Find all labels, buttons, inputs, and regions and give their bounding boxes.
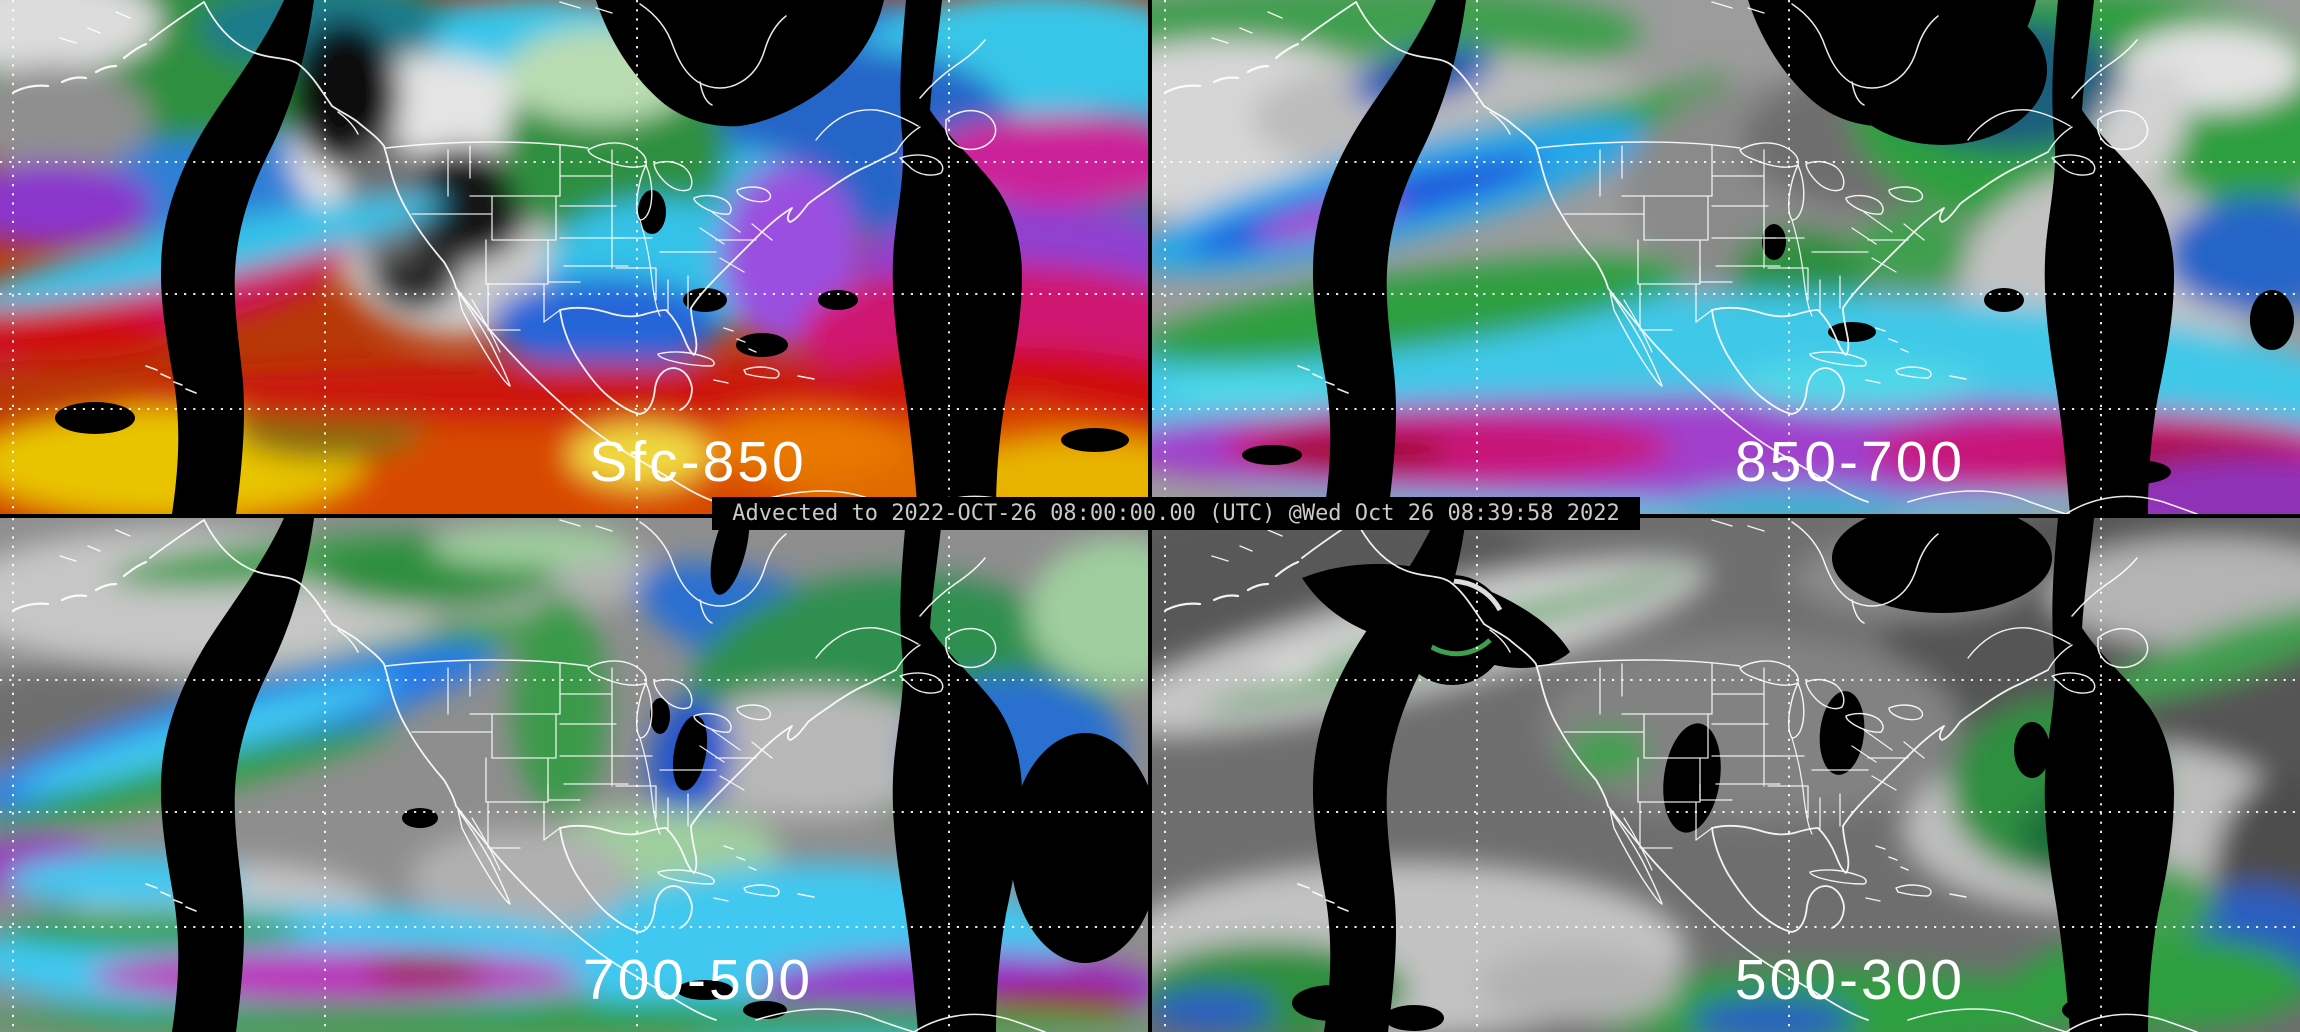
layer-label-850-700: 850-700 [1734,430,1966,494]
no-data-swaths [160,518,1148,1032]
panel-850-700: 850-700 [1152,0,2300,514]
moisture-field-850-700 [1152,0,2300,514]
layer-label-500-300: 500-300 [1734,948,1966,1012]
panel-700-500: 700-500 [0,518,1148,1032]
moisture-field-500-300 [1152,518,2300,1032]
no-data-swaths [1242,0,2294,514]
moisture-field-700-500 [0,518,1148,1032]
layer-label-700-500: 700-500 [582,948,814,1012]
advection-timestamp-caption: Advected to 2022-OCT-26 08:00:00.00 (UTC… [712,497,1640,530]
panel-sfc-850: Sfc-850 [0,0,1148,514]
moisture-field-sfc-850 [0,0,1148,514]
layer-label-sfc-850: Sfc-850 [589,430,807,494]
panel-500-300: 500-300 [1152,518,2300,1032]
